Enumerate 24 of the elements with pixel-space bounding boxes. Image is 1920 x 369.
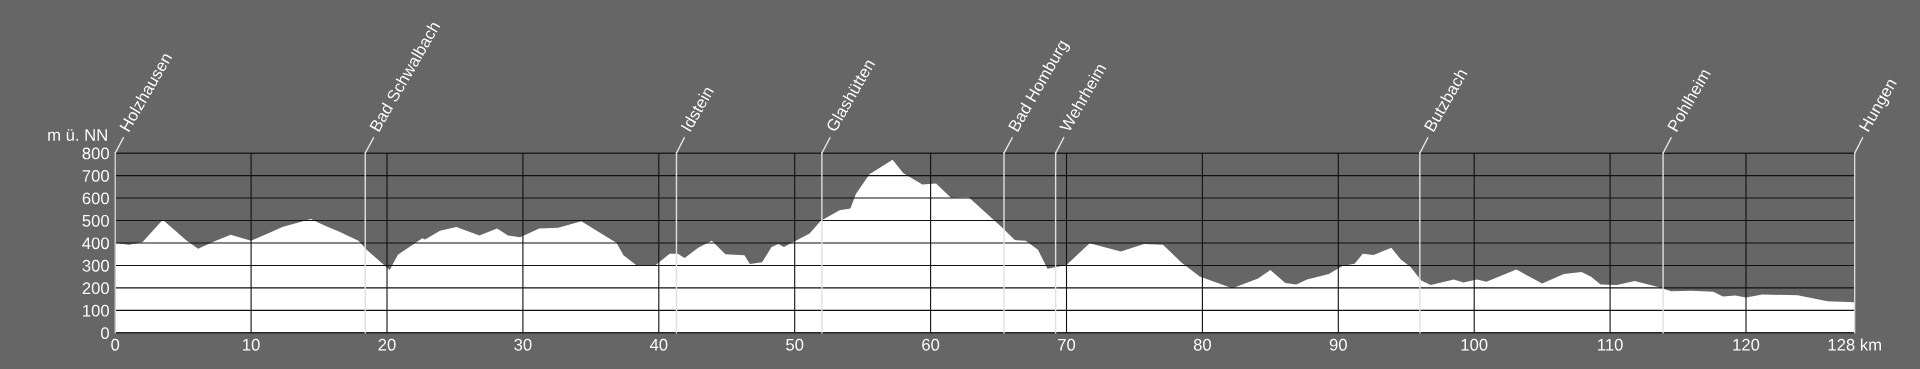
y-tick-label: 600	[82, 192, 109, 205]
y-tick-label: 0	[101, 327, 109, 340]
x-tick-label: 128 km	[1828, 338, 1881, 351]
x-tick-label: 30	[514, 338, 532, 351]
x-tick-label: 90	[1329, 338, 1347, 351]
y-tick-label: 800	[82, 147, 109, 160]
x-tick-label: 10	[243, 338, 260, 351]
y-tick-label: 100	[83, 304, 109, 317]
x-tick-label: 100	[1461, 338, 1488, 351]
y-axis-title: m ü. NN	[48, 129, 107, 141]
y-tick-label: 200	[82, 282, 109, 295]
y-tick-label: 300	[82, 259, 109, 272]
x-tick-label: 50	[786, 338, 804, 351]
x-tick-label: 120	[1733, 338, 1760, 351]
x-tick-label: 0	[111, 338, 120, 351]
x-tick-label: 20	[378, 338, 396, 351]
y-tick-label: 700	[82, 170, 109, 182]
x-tick-label: 110	[1598, 338, 1623, 351]
y-tick-label: 500	[82, 214, 109, 227]
x-tick-label: 60	[922, 338, 940, 351]
x-tick-label: 80	[1193, 338, 1212, 351]
y-tick-label: 400	[82, 237, 109, 250]
x-tick-label: 40	[649, 338, 668, 351]
x-tick-label: 70	[1058, 338, 1076, 351]
